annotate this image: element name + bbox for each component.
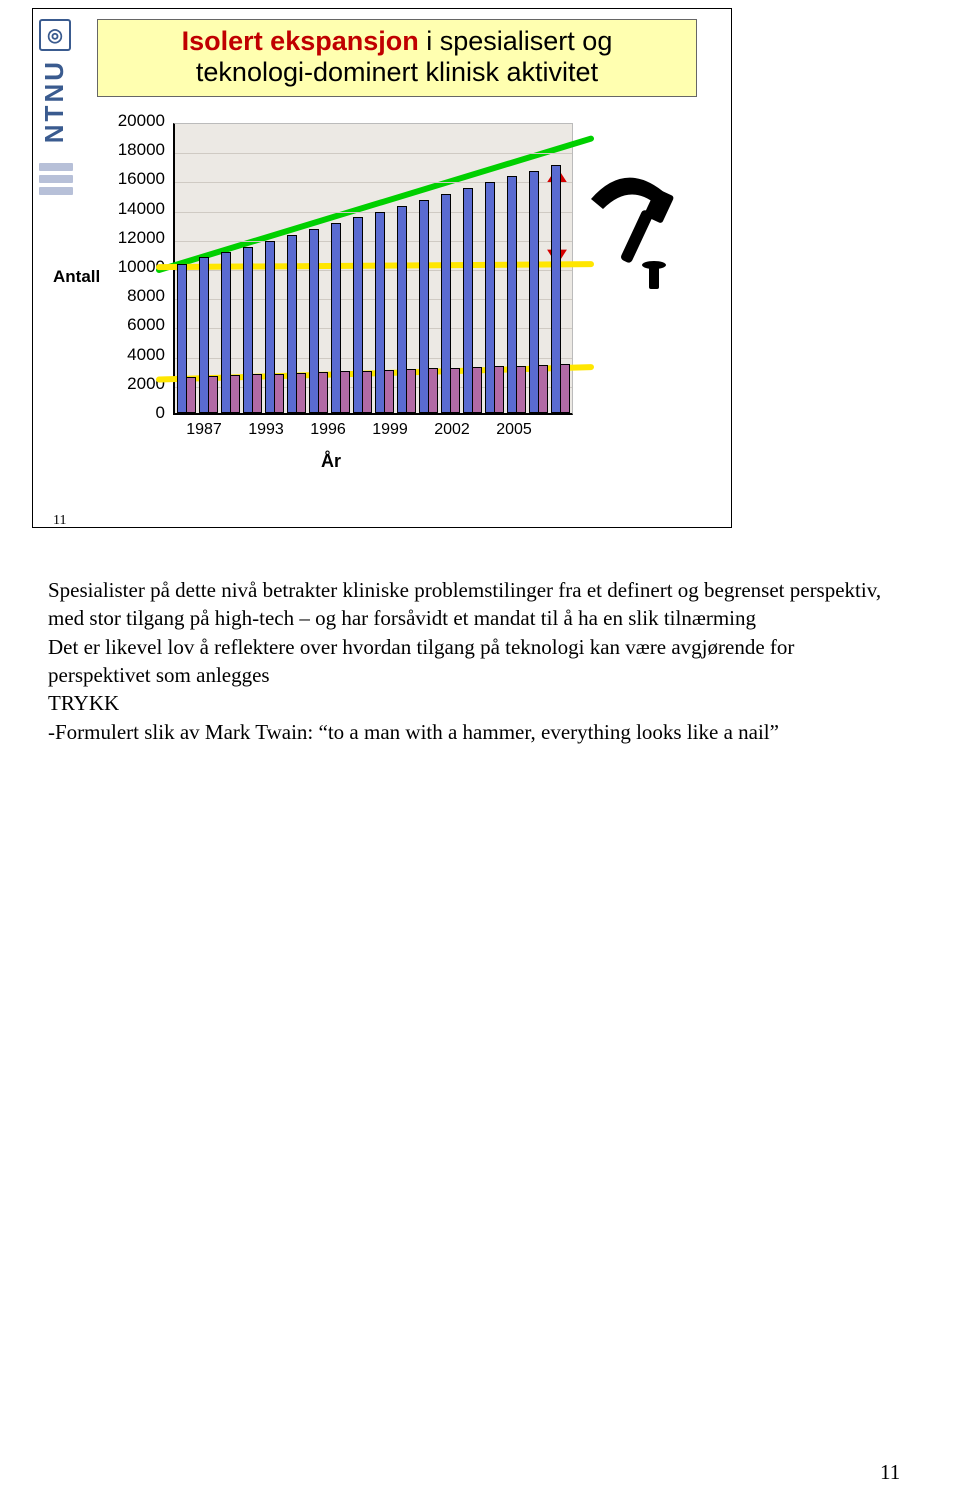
bar-purple [450, 368, 460, 413]
bar-purple [186, 377, 196, 414]
slide-frame: ◎ NTNU Isolert ekspansjon i spesialisert… [32, 8, 732, 528]
bar-purple [428, 368, 438, 413]
bar-purple [494, 366, 504, 413]
hammer-icon [571, 169, 701, 289]
bar-purple [362, 371, 372, 413]
y-tick-label: 8000 [127, 286, 165, 306]
y-tick-label: 4000 [127, 345, 165, 365]
x-axis-title: År [321, 451, 341, 472]
chart: Antall 200001800016000140001200010000800… [91, 117, 591, 487]
title-highlight: Isolert ekspansjon [182, 26, 419, 56]
y-tick-label: 12000 [118, 228, 165, 248]
bar-purple [274, 374, 284, 413]
x-tick-label: 2005 [483, 421, 545, 439]
slide-number: 11 [53, 513, 66, 529]
paragraph-2: Det er likevel lov å reflektere over hvo… [48, 633, 888, 690]
brand-name: NTNU [39, 59, 70, 143]
bar-purple [296, 373, 306, 413]
x-tick-label: 1999 [359, 421, 421, 439]
bar-purple [538, 365, 548, 413]
bar-purple [208, 376, 218, 413]
bar-purple [406, 369, 416, 413]
page-number: 11 [880, 1460, 900, 1485]
brand-bars-icon [39, 163, 73, 195]
x-axis-ticks: 198719931996199920022005 [173, 421, 573, 439]
bar-purple [252, 374, 262, 413]
bar-purple [384, 370, 394, 413]
chart-plot-area [173, 123, 573, 415]
brand-rail: ◎ NTNU [39, 19, 75, 369]
y-tick-label: 6000 [127, 315, 165, 335]
body-text: Spesialister på dette nivå betrakter kli… [48, 576, 888, 746]
paragraph-3b: -Formulert slik av Mark Twain: “to a man… [48, 718, 888, 746]
bar-purple [472, 367, 482, 413]
y-axis-title: Antall [53, 267, 100, 287]
title-line2: teknologi-dominert klinisk aktivitet [106, 57, 688, 88]
ntnu-logo-icon: ◎ [39, 19, 71, 51]
y-tick-label: 20000 [118, 111, 165, 131]
x-tick-label: 1987 [173, 421, 235, 439]
bar-purple [560, 364, 570, 413]
y-tick-label: 14000 [118, 199, 165, 219]
y-tick-label: 10000 [118, 257, 165, 277]
paragraph-3a: TRYKK [48, 689, 888, 717]
x-tick-label: 2002 [421, 421, 483, 439]
x-tick-label: 1996 [297, 421, 359, 439]
bar-purple [318, 372, 328, 413]
slide-title: Isolert ekspansjon i spesialisert og tek… [97, 19, 697, 97]
y-tick-label: 2000 [127, 374, 165, 394]
bar-purple [516, 366, 526, 413]
y-tick-label: 0 [156, 403, 165, 423]
paragraph-1: Spesialister på dette nivå betrakter kli… [48, 576, 888, 633]
y-tick-label: 16000 [118, 169, 165, 189]
title-rest-line1: i spesialisert og [419, 26, 613, 56]
x-tick-label: 1993 [235, 421, 297, 439]
bar-purple [340, 371, 350, 413]
bar-purple [230, 375, 240, 413]
y-tick-label: 18000 [118, 140, 165, 160]
